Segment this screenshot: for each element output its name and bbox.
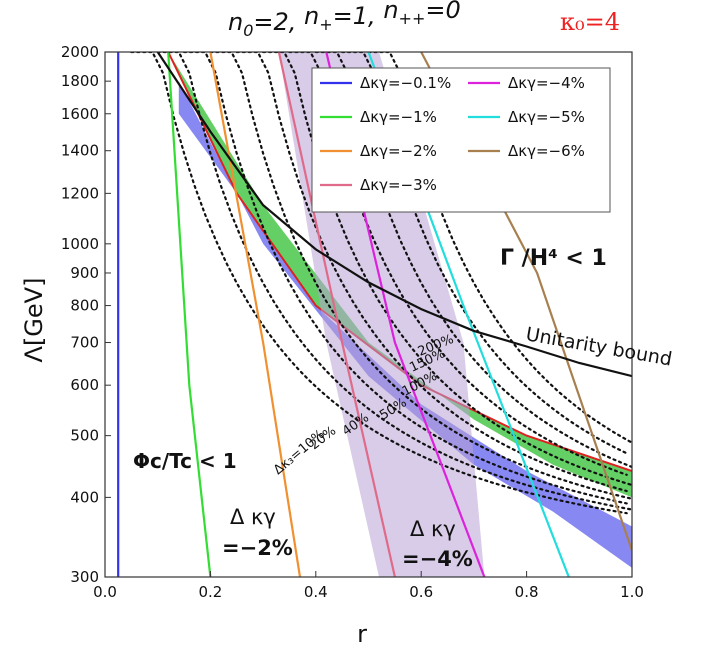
title-part: =0 [425, 0, 460, 24]
title-part: =2, [253, 8, 304, 36]
title-subscript: ++ [399, 9, 426, 28]
y-tick-label: 1000 [61, 235, 99, 253]
y-tick-label: 1600 [61, 105, 99, 123]
unitarity-label: Unitarity bound [524, 323, 674, 370]
x-tick-label: 0.2 [198, 583, 222, 601]
legend-entry: Δκγ=−4% [508, 74, 585, 92]
y-tick-label: 900 [70, 264, 99, 282]
y-axis-label: Λ[GeV] [20, 278, 48, 363]
dk2-label-line2: =−2% [222, 536, 293, 560]
y-tick-label: 1800 [61, 72, 99, 90]
legend-entry: Δκγ=−6% [508, 142, 585, 160]
y-tick-label: 600 [70, 376, 99, 394]
y-tick-label: 300 [70, 568, 99, 586]
y-tick-label: 1200 [61, 184, 99, 202]
series-line [210, 52, 300, 577]
title-part: n [383, 0, 398, 24]
legend-entry: Δκγ=−5% [508, 108, 585, 126]
title-part: n [304, 2, 319, 30]
x-axis-label: r [357, 620, 367, 648]
kappa-label: κ₀=4 [560, 8, 620, 36]
dk4-label-line1: Δ κγ [410, 517, 456, 541]
title-part: n [228, 8, 243, 36]
dotted-contour-label: 20% [307, 424, 339, 454]
phi-region-label: Φc/Tc < 1 [133, 449, 237, 473]
x-axis-ticks: 0.0 0.2 0.4 0.6 0.8 1.0 [93, 571, 644, 601]
x-tick-label: 0.8 [515, 583, 539, 601]
y-tick-label: 1400 [61, 142, 99, 160]
y-tick-label: 700 [70, 334, 99, 352]
x-tick-label: 0.6 [409, 583, 433, 601]
gamma-region-label: Γ /H⁴ < 1 [500, 246, 607, 271]
chart-title: n0=2, n+=1, n++=0 [228, 0, 461, 40]
x-tick-label: 1.0 [620, 583, 644, 601]
x-tick-label: 0.4 [304, 583, 328, 601]
dk2-label-line1: Δ κγ [230, 505, 276, 529]
legend-entry: Δκγ=−3% [360, 176, 437, 194]
legend: Δκγ=−0.1% Δκγ=−4% Δκγ=−1% Δκγ=−5% Δκγ=−2% Δκγ… [312, 68, 610, 212]
legend-entry: Δκγ=−2% [360, 142, 437, 160]
legend-entry: Δκγ=−1% [360, 108, 437, 126]
y-tick-label: 800 [70, 297, 99, 315]
y-tick-label: 400 [70, 488, 99, 506]
y-axis-ticks: 300 400 500 600 700 800 900 1000 1200 1400 1600 180… [61, 43, 111, 586]
title-subscript: 0 [243, 21, 253, 40]
legend-entry: Δκγ=−0.1% [360, 74, 451, 92]
dk4-label-line2: =−4% [402, 547, 473, 571]
title-part: =1, [333, 2, 384, 30]
y-tick-label: 2000 [61, 43, 99, 61]
title-subscript: + [319, 15, 332, 34]
y-tick-label: 500 [70, 427, 99, 445]
